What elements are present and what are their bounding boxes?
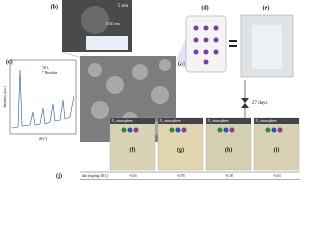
- particle: [81, 6, 109, 34]
- table-header: Δm (mg/mg TiO₂): [82, 174, 109, 178]
- panel-label: (f): [130, 146, 136, 153]
- delta-m-value: −0.65: [128, 174, 137, 178]
- label-d: (d): [201, 4, 208, 11]
- atmosphere-text: N₂ atmosphere: [256, 119, 278, 123]
- icon: [223, 127, 229, 133]
- atmosphere-bar: [254, 118, 299, 124]
- panels: N₂ atmosphere (f) −0.65 N₂ atmosphere (g) −0.…: [109, 117, 300, 178]
- icon: [121, 127, 127, 133]
- x-axis-title: 2θ (°): [39, 137, 48, 141]
- scale-text: 5 nm: [118, 4, 128, 9]
- icon: [175, 127, 181, 133]
- panel-photo: [109, 117, 156, 171]
- label-b: (b): [51, 3, 58, 10]
- equals-bottom: [229, 45, 237, 47]
- inset: [86, 36, 128, 50]
- label-c: (c): [6, 58, 13, 65]
- spacing-text: 0.351 nm: [106, 22, 120, 26]
- body: (b) 5 nm 0.351 nm (c) TiO₂ * Brookite In…: [2, 0, 300, 180]
- y-axis-title: Intensity (a.u.): [3, 86, 7, 108]
- time-text: 27 days: [252, 101, 267, 106]
- atmosphere-bar: [158, 118, 203, 124]
- panel-photo: [157, 117, 204, 171]
- atmosphere-text: N₂ atmosphere: [112, 119, 134, 123]
- legend-2: * Brookite: [42, 71, 58, 75]
- atmosphere-text: N₂ atmosphere: [208, 119, 230, 123]
- icon: [277, 127, 283, 133]
- icon: [265, 127, 271, 133]
- icon: [133, 127, 139, 133]
- atmosphere-bar: [110, 118, 155, 124]
- bag: [252, 25, 282, 69]
- panel-label: (g): [177, 146, 184, 153]
- icon: [271, 127, 277, 133]
- atmosphere-bar: [206, 118, 251, 124]
- delta-m-value: −0.95: [176, 174, 185, 178]
- connector: [61, 51, 83, 59]
- icon: [169, 127, 175, 133]
- page: Figure {"panel_a": {"label": "(a)"}, "pa…: [2, 0, 300, 180]
- icon: [127, 127, 133, 133]
- atmosphere-text: N₂ atmosphere: [160, 119, 182, 123]
- figure: (b) 5 nm 0.351 nm (c) TiO₂ * Brookite In…: [3, 0, 300, 180]
- panel-photo: [253, 117, 300, 171]
- icon: [229, 127, 235, 133]
- xrd-trace: [11, 69, 75, 129]
- plate-dots: [193, 25, 219, 65]
- delta-m-value: −0.63: [272, 174, 281, 178]
- label-j: (j): [56, 172, 62, 179]
- icon: [217, 127, 223, 133]
- icon: [181, 127, 187, 133]
- panel-photo: [205, 117, 252, 171]
- delta-m-value: −0.38: [224, 174, 233, 178]
- hourglass: [241, 98, 249, 108]
- panel-label: (i): [274, 146, 280, 153]
- legend-1: TiO₂: [42, 66, 50, 70]
- label-e: (e): [263, 4, 270, 11]
- panel-label: (h): [225, 146, 232, 153]
- equals-top: [229, 40, 237, 42]
